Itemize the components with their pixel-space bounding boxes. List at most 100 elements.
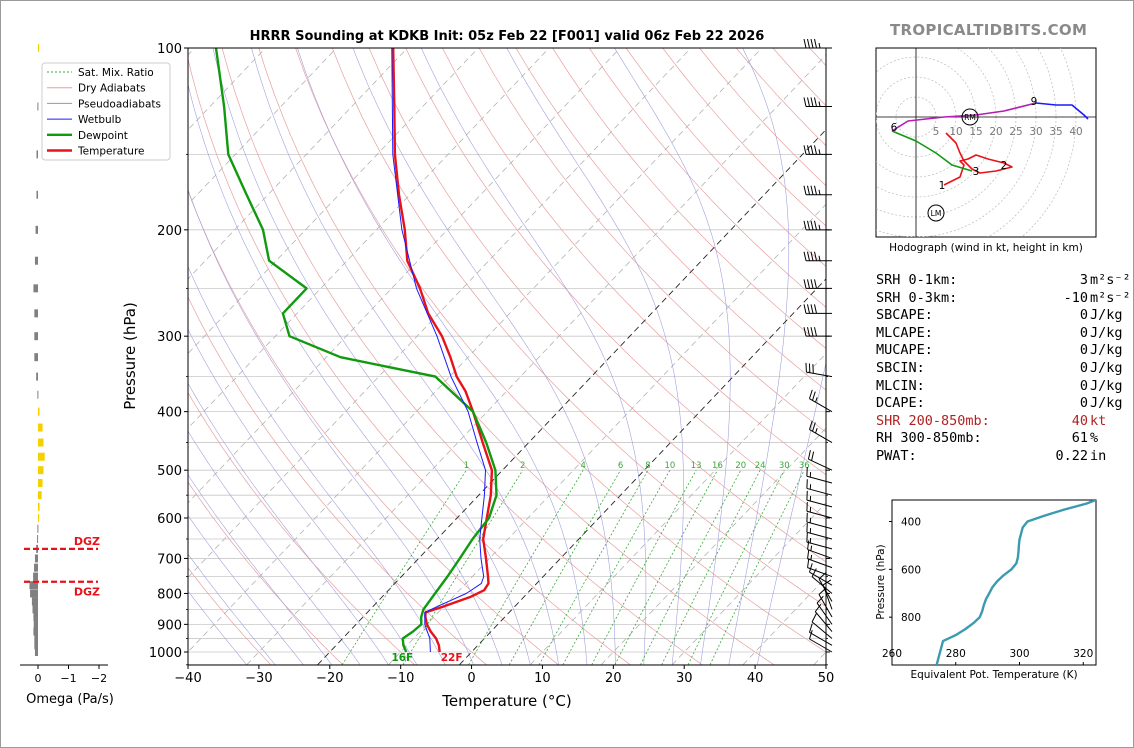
stat-value: 0 (1079, 307, 1088, 324)
hodograph-ring-label: 35 (1049, 126, 1062, 138)
omega-bar (38, 438, 44, 447)
hodograph-frame (875, 47, 1097, 238)
x-tick-label: 50 (818, 671, 835, 686)
pseudoadiabat (188, 266, 446, 665)
theta-e-line (935, 500, 1096, 665)
y-tick-label: 800 (157, 587, 182, 602)
legend-entry: Wetbulb (78, 114, 122, 126)
mixing-ratio-label: 1 (464, 461, 469, 471)
stat-row: SBCAPE: 0 J/kg (876, 307, 1126, 325)
stat-unit: m²s⁻² (1090, 272, 1131, 288)
stat-unit: J/kg (1090, 377, 1123, 394)
mixing-ratio-line (508, 470, 621, 665)
omega-bar (36, 190, 38, 199)
storm-motion-label: LM (931, 209, 942, 218)
dry-adiabat (589, 48, 826, 308)
omega-tick-label: −1 (60, 672, 76, 685)
omega-bar (34, 563, 38, 572)
omega-bar (29, 581, 38, 590)
omega-panel: 0 −1 −2 DGZ DGZ (20, 44, 108, 685)
isotherm-line (188, 48, 550, 429)
theta-e-panel: 260 280 300 320 400 600 800 (882, 499, 1097, 666)
dry-adiabat (188, 189, 559, 665)
x-tick-label: −20 (316, 671, 343, 686)
stat-value: 0 (1079, 359, 1088, 376)
stat-value: 0 (1079, 324, 1088, 341)
y-tick-label: 700 (157, 552, 182, 567)
wind-barb (803, 327, 832, 337)
mixing-ratio-label: 4 (580, 461, 585, 471)
hodograph-trace (943, 132, 1013, 186)
hodograph-ring-label: 5 (933, 126, 940, 138)
wind-barb (803, 38, 832, 49)
omega-bar (37, 534, 39, 543)
stat-unit: kt (1090, 412, 1107, 429)
hodograph-trace (1035, 102, 1089, 120)
x-tick-label: 20 (605, 671, 622, 686)
stat-row: SRH 0-1km: 3 m²s⁻² (876, 272, 1131, 290)
mixing-ratio-label: 2 (520, 461, 525, 471)
omega-bar (34, 353, 38, 362)
omega-tick-label: −2 (91, 672, 107, 685)
hodograph-caption: Hodograph (wind in kt, height in km) (889, 242, 1083, 254)
skewt-profiles (214, 48, 498, 653)
omega-axis-label: Omega (Pa/s) (26, 692, 114, 707)
mixing-ratio-label: 36 (799, 461, 810, 471)
omega-bar (38, 44, 39, 52)
mixing-ratio-line (402, 469, 524, 665)
stat-unit: J/kg (1090, 395, 1123, 412)
dry-adiabat (331, 48, 826, 607)
wind-barb (807, 450, 833, 471)
theta-e-x-tick-label: 300 (1009, 648, 1029, 660)
stat-unit: % (1090, 430, 1099, 447)
mixing-ratio-line (562, 470, 671, 665)
stats-table: SRH 0-1km: 3 m²s⁻² SRH 0-3km: -10 m²s⁻² SBCAPE… (876, 272, 1131, 466)
storm-motion-marker (961, 108, 979, 126)
isotherm-line (188, 48, 763, 653)
omega-bar (33, 612, 38, 621)
isotherm-line (530, 353, 826, 665)
omega-bar (38, 514, 39, 523)
mixing-ratio-line (468, 469, 584, 665)
dgz-label: DGZ (74, 586, 100, 599)
hodograph-ring-label: 30 (1029, 126, 1042, 138)
wind-barb (806, 490, 833, 508)
pseudoadiabat (188, 590, 247, 665)
mixing-ratio-line (687, 470, 785, 665)
legend-box (41, 62, 171, 161)
pseudoadiabat (212, 48, 531, 665)
omega-bar (33, 620, 38, 629)
pseudoadiabat (756, 361, 826, 665)
wind-barb (809, 563, 833, 586)
y-tick-label: 1000 (149, 646, 182, 661)
omega-bar (36, 372, 38, 381)
omega-bar (33, 572, 38, 581)
omega-bar (37, 390, 39, 399)
pseudoadiabat (728, 48, 790, 665)
dry-adiabat (515, 48, 826, 391)
y-tick-label: 400 (157, 406, 182, 421)
x-tick-label: −30 (245, 671, 272, 686)
y-tick-label: 100 (157, 42, 182, 57)
stat-value: 40 (1071, 412, 1088, 429)
dry-adiabat (295, 48, 826, 653)
stat-label: SRH 0-3km: (876, 289, 958, 306)
hodograph-height-label: 2 (1001, 160, 1008, 172)
dry-adiabat (478, 48, 826, 433)
theta-e-frame (891, 499, 1097, 666)
pseudoadiabat (188, 430, 361, 665)
dry-adiabat (368, 48, 826, 563)
storm-motion-marker (927, 204, 945, 222)
wind-barb (803, 251, 832, 262)
stat-label: PWAT: (876, 447, 917, 464)
stat-value: 61 (1071, 430, 1088, 447)
stat-label: SBCIN: (876, 359, 925, 376)
wind-barb (816, 595, 833, 625)
stat-row: SRH 0-3km: -10 m²s⁻² (876, 289, 1131, 308)
isotherm-line (246, 54, 826, 665)
pseudoadiabat (188, 553, 276, 665)
omega-bar (31, 597, 38, 606)
omega-bar (38, 491, 42, 500)
hodograph-ring-label: 20 (989, 126, 1002, 138)
